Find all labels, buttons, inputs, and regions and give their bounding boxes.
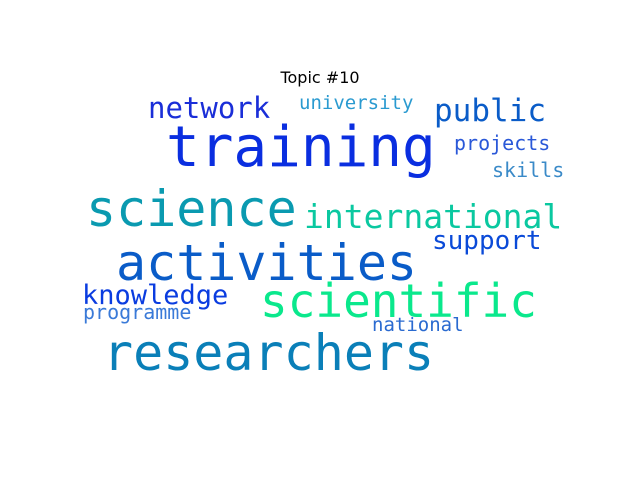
word-university: university — [299, 92, 414, 114]
word-public: public — [434, 93, 546, 129]
word-international: international — [304, 197, 563, 236]
word-network: network — [148, 91, 271, 125]
word-programme: programme — [83, 300, 192, 324]
word-activities: activities — [116, 234, 418, 292]
figure-title: Topic #10 — [280, 68, 360, 87]
word-projects: projects — [454, 131, 551, 155]
word-scientific: scientific — [260, 274, 537, 328]
word-training: training — [166, 115, 436, 180]
word-skills: skills — [492, 158, 565, 182]
word-science: science — [86, 180, 297, 238]
word-researchers: researchers — [103, 324, 435, 382]
word-national: national — [372, 314, 464, 336]
word-knowledge: knowledge — [82, 280, 229, 311]
word-support: support — [432, 226, 542, 256]
